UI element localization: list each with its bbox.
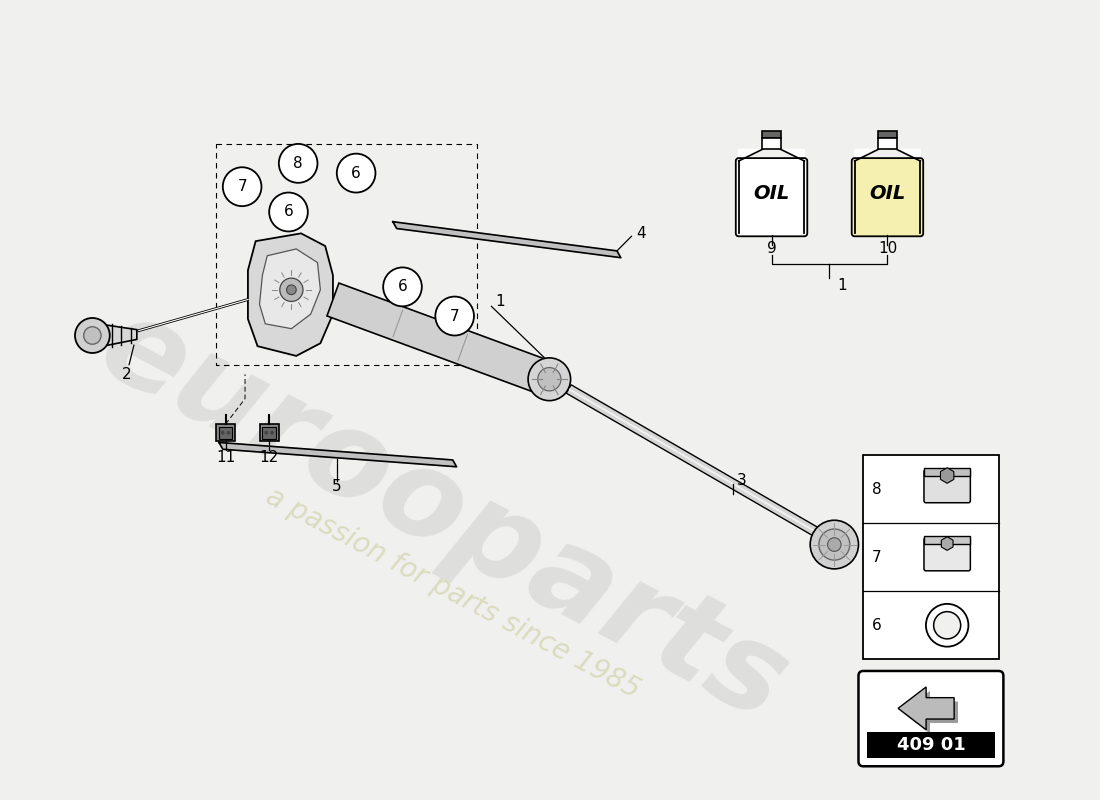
Circle shape [383,267,421,306]
Text: 1: 1 [495,294,505,309]
Text: 3: 3 [737,473,747,488]
Text: 409 01: 409 01 [896,736,966,754]
Polygon shape [942,537,953,550]
Polygon shape [260,249,320,329]
Bar [219,427,232,438]
Polygon shape [248,234,333,356]
Circle shape [436,297,474,335]
Circle shape [528,358,571,401]
Circle shape [271,430,274,434]
Circle shape [934,612,960,639]
Polygon shape [781,150,804,161]
Polygon shape [902,691,958,734]
Circle shape [287,285,296,294]
Text: 6: 6 [397,279,407,294]
Text: eurooparts: eurooparts [80,286,806,746]
Text: 11: 11 [216,450,235,465]
FancyBboxPatch shape [924,470,970,502]
FancyBboxPatch shape [216,424,235,442]
Text: 8: 8 [294,156,302,171]
Text: 9: 9 [767,242,777,257]
Bar [924,536,970,543]
FancyBboxPatch shape [851,158,923,236]
Circle shape [75,318,110,353]
Text: 8: 8 [872,482,881,497]
Circle shape [827,538,842,551]
Polygon shape [739,150,762,161]
Polygon shape [98,324,136,347]
Bar [762,131,781,138]
Circle shape [84,326,101,344]
Polygon shape [940,468,954,483]
Circle shape [227,430,231,434]
Text: 7: 7 [450,309,460,323]
Polygon shape [898,687,954,730]
Text: OIL: OIL [754,184,790,203]
Text: 7: 7 [238,179,246,194]
Polygon shape [327,283,556,396]
Text: 1: 1 [837,278,847,294]
FancyBboxPatch shape [858,671,1003,766]
Polygon shape [855,150,878,161]
Text: 7: 7 [872,550,881,565]
Circle shape [223,167,262,206]
Bar [878,131,896,138]
Bar [263,427,276,438]
Text: 6: 6 [351,166,361,181]
Polygon shape [566,385,832,544]
Text: 6: 6 [284,205,294,219]
Circle shape [221,430,224,434]
Circle shape [818,529,850,560]
Bar [878,138,896,150]
Text: 12: 12 [260,450,278,465]
Text: 6: 6 [872,618,882,633]
Text: 10: 10 [878,242,898,257]
Bar [924,468,970,475]
Circle shape [811,520,858,569]
Text: OIL: OIL [869,184,905,203]
FancyBboxPatch shape [260,424,278,442]
Circle shape [270,193,308,231]
Circle shape [279,278,302,302]
Polygon shape [896,150,921,161]
Circle shape [278,144,318,183]
Text: 5: 5 [332,478,342,494]
Bar [864,455,999,659]
Text: 4: 4 [636,226,646,241]
Text: 2: 2 [121,367,131,382]
Circle shape [337,154,375,193]
Polygon shape [393,222,620,258]
Polygon shape [219,442,456,466]
Text: a passion for parts since 1985: a passion for parts since 1985 [261,482,645,704]
FancyBboxPatch shape [736,158,807,236]
FancyBboxPatch shape [924,538,970,571]
Bar [762,138,781,150]
Circle shape [926,604,968,646]
Circle shape [264,430,268,434]
Bar [867,732,994,758]
Circle shape [538,367,561,391]
